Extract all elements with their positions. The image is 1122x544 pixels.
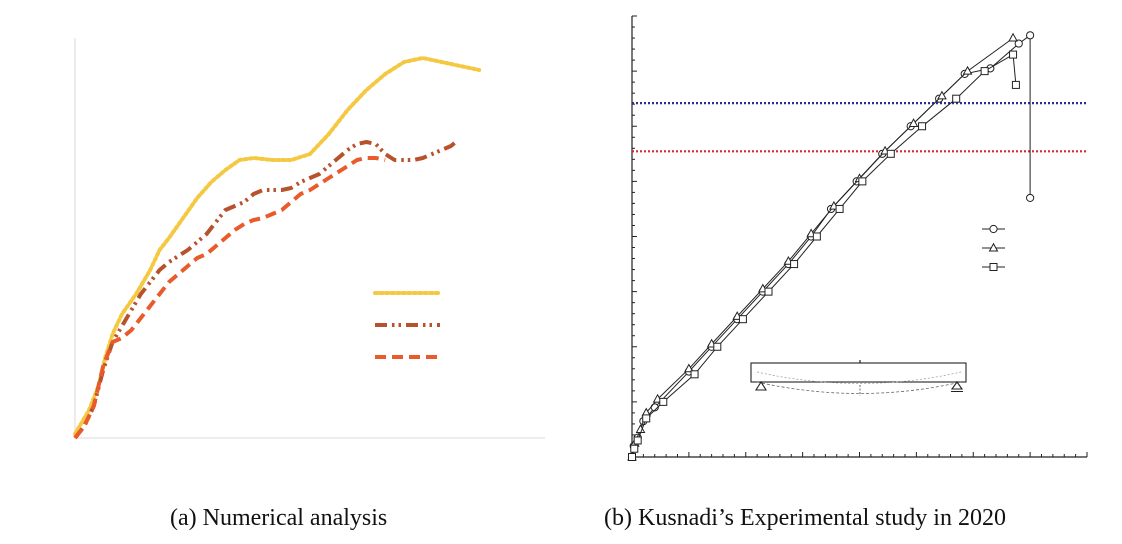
caption-experimental-study: (b) Kusnadi’s Experimental study in 2020 bbox=[604, 505, 1006, 531]
data-point-square bbox=[858, 177, 867, 186]
numerical-analysis-chart bbox=[73, 38, 545, 440]
data-point-square bbox=[790, 260, 799, 269]
roller-support-icon bbox=[950, 381, 964, 390]
data-point-triangle bbox=[908, 118, 919, 127]
data-point-triangle bbox=[988, 242, 999, 252]
caption-numerical-analysis: (a) Numerical analysis bbox=[170, 505, 388, 531]
deflected-centerline bbox=[756, 371, 962, 384]
data-point-square bbox=[980, 67, 989, 76]
data-point-square bbox=[764, 287, 773, 296]
data-point-triangle bbox=[937, 90, 947, 100]
series-line-mesh-30 bbox=[73, 156, 386, 440]
data-point-circle bbox=[1026, 193, 1035, 203]
data-point-square bbox=[628, 453, 636, 461]
data-point-triangle bbox=[962, 65, 973, 75]
data-point-circle bbox=[1014, 39, 1023, 48]
data-point-square bbox=[642, 414, 651, 423]
data-point-square bbox=[835, 204, 844, 213]
data-point-square bbox=[989, 263, 998, 271]
data-point-square bbox=[1011, 80, 1020, 89]
series-line-BFTS-A1 bbox=[631, 34, 1031, 458]
data-point-square bbox=[738, 315, 747, 324]
data-point-square bbox=[713, 342, 722, 351]
series-line-BFTS-A3 bbox=[631, 53, 1017, 458]
data-point-square bbox=[1009, 50, 1018, 59]
data-point-circle bbox=[1026, 31, 1035, 40]
deflected-shape bbox=[756, 381, 962, 394]
experimental-study-chart bbox=[627, 15, 1088, 462]
data-point-triangle bbox=[684, 363, 694, 373]
data-point-square bbox=[812, 232, 821, 241]
pin-support-icon bbox=[755, 380, 767, 391]
beam-body bbox=[750, 362, 967, 383]
data-point-square bbox=[633, 436, 642, 445]
series-group-BFTS-A1 bbox=[627, 31, 1035, 462]
data-point-square bbox=[659, 397, 668, 406]
data-point-circle bbox=[989, 224, 998, 234]
series-line-mesh-40 bbox=[73, 140, 457, 440]
beam-schematic-inset bbox=[750, 360, 967, 396]
series-line-mesh-50 bbox=[73, 56, 482, 436]
data-point-triangle bbox=[1008, 32, 1018, 42]
data-point-square bbox=[886, 149, 895, 158]
data-point-square bbox=[690, 370, 699, 379]
series-group-BFTS-A3 bbox=[628, 50, 1020, 461]
data-point-square bbox=[952, 94, 961, 103]
data-point-square bbox=[630, 444, 639, 453]
data-point-square bbox=[918, 122, 927, 131]
